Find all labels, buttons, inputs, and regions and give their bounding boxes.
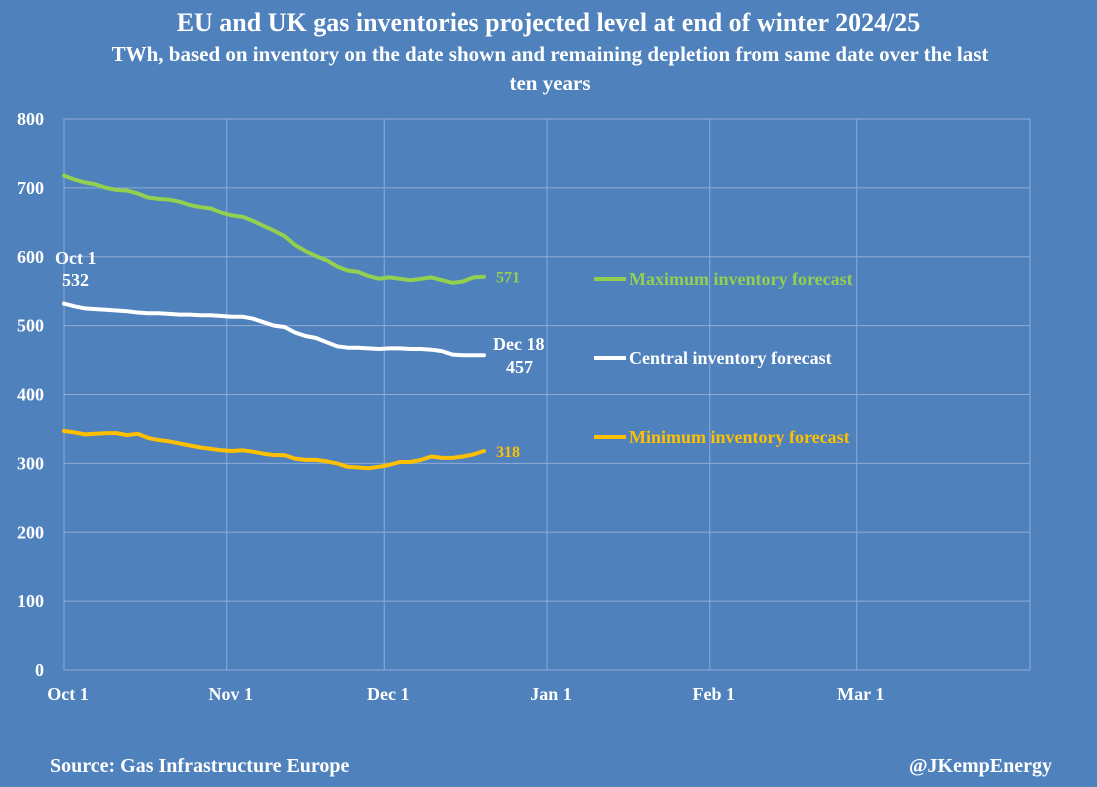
central-end-date-label: Dec 18	[493, 334, 544, 354]
chart-title: EU and UK gas inventories projected leve…	[176, 8, 921, 37]
y-tick-label: 500	[17, 316, 44, 336]
legend-label: Central inventory forecast	[629, 348, 832, 368]
legend-label: Maximum inventory forecast	[629, 269, 853, 289]
x-tick-label: Feb 1	[693, 684, 736, 704]
min-end-label: 318	[496, 444, 520, 461]
source-note: Source: Gas Infrastructure Europe	[50, 755, 350, 777]
y-tick-label: 100	[17, 591, 44, 611]
central-start-value-label: 532	[62, 270, 89, 290]
y-tick-label: 0	[35, 660, 44, 680]
series-line-3	[62, 429, 486, 471]
x-tick-label: Dec 1	[367, 684, 409, 704]
max-end-label: 571	[496, 270, 520, 287]
central-end-value-label: 457	[506, 357, 533, 377]
chart-subtitle: TWh, based on inventory on the date show…	[111, 42, 989, 95]
x-tick-label: Jan 1	[530, 684, 572, 704]
y-tick-label: 200	[17, 522, 44, 542]
author-handle: @JKempEnergy	[908, 755, 1052, 777]
central-start-date-label: Oct 1	[55, 248, 96, 268]
series-line-1	[62, 173, 486, 285]
x-tick-label: Mar 1	[837, 684, 884, 704]
legend-label: Minimum inventory forecast	[629, 427, 850, 447]
y-tick-label: 300	[17, 453, 44, 473]
x-tick-label: Nov 1	[209, 684, 254, 704]
y-tick-label: 800	[17, 109, 44, 129]
y-tick-label: 700	[17, 178, 44, 198]
series-line-2	[62, 301, 486, 358]
x-tick-label: Oct 1	[47, 684, 88, 704]
y-tick-label: 600	[17, 247, 44, 267]
y-tick-label: 400	[17, 385, 44, 405]
